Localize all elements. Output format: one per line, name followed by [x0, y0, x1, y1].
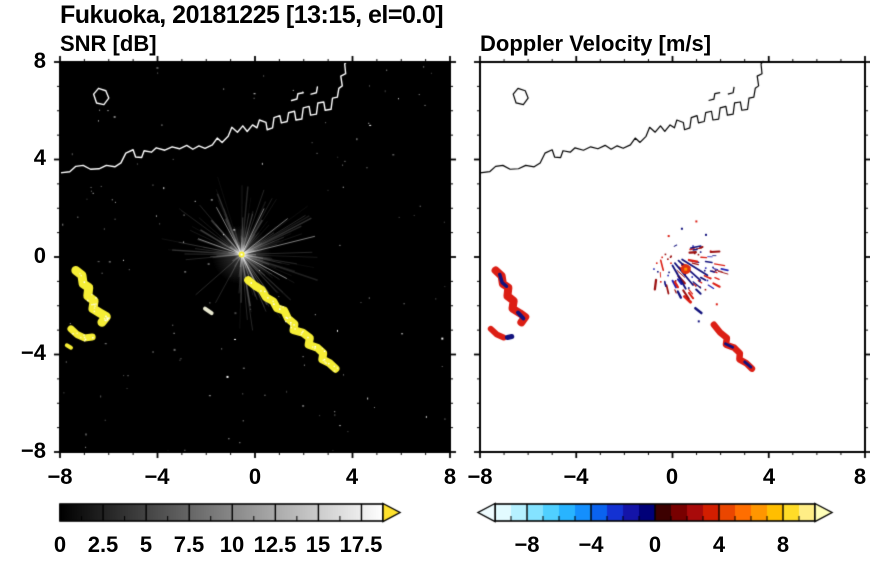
doppler-plot-canvas [473, 55, 870, 459]
colorbar-tick-label: 0 [648, 532, 662, 557]
y-tick-label: 4 [33, 145, 46, 170]
colorbar-tick-label: 15 [305, 532, 331, 557]
colorbar-tick-label: 7.5 [173, 532, 205, 557]
colorbar-tick-label: −8 [514, 532, 540, 557]
x-tick-label: 0 [248, 464, 262, 489]
x-tick-label: 8 [853, 464, 867, 489]
colorbar-tick-label: 17.5 [339, 532, 383, 557]
colorbar-tick-label: 12.5 [253, 532, 297, 557]
x-tick-label: 8 [443, 464, 457, 489]
snr-panel-title: SNR [dB] [60, 31, 157, 56]
doppler-colorbar [468, 501, 848, 529]
x-tick-label: 4 [345, 464, 359, 489]
snr-plot-canvas [53, 55, 457, 459]
colorbar-tick-label: 4 [712, 532, 726, 557]
colorbar-tick-label: 10 [219, 532, 245, 557]
y-tick-label: −4 [20, 340, 46, 365]
x-tick-label: 0 [665, 464, 679, 489]
x-tick-label: −8 [47, 464, 73, 489]
x-tick-label: −4 [563, 464, 589, 489]
x-tick-label: −8 [467, 464, 493, 489]
colorbar-tick-label: 5 [139, 532, 153, 557]
colorbar-tick-label: −4 [578, 532, 604, 557]
colorbar-tick-label: 2.5 [87, 532, 119, 557]
colorbar-tick-label: 0 [53, 532, 67, 557]
x-tick-label: 4 [762, 464, 776, 489]
x-tick-label: −4 [144, 464, 170, 489]
colorbar-tick-label: 8 [776, 532, 790, 557]
y-tick-label: −8 [20, 438, 46, 463]
figure-title: Fukuoka, 20181225 [13:15, el=0.0] [60, 1, 444, 29]
snr-colorbar [55, 501, 415, 529]
doppler-panel-title: Doppler Velocity [m/s] [480, 31, 712, 56]
y-tick-label: 0 [33, 243, 46, 268]
y-tick-label: 8 [33, 48, 46, 73]
